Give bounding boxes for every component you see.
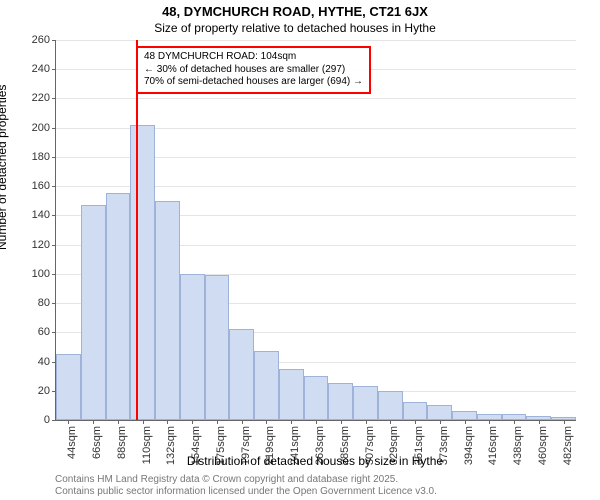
ytick-mark [52,303,56,304]
plot-area: 02040608010012014016018020022024026044sq… [55,40,576,421]
ytick-label: 80 [38,297,50,309]
ytick-mark [52,157,56,158]
marker-line [136,40,138,420]
xtick-mark [266,420,267,424]
histogram-bar [403,402,428,420]
xtick-mark [341,420,342,424]
ytick-mark [52,98,56,99]
xtick-mark [118,420,119,424]
xtick-mark [93,420,94,424]
histogram-bar [378,391,403,420]
ytick-label: 0 [44,414,50,426]
ytick-label: 220 [32,92,50,104]
histogram-bar [427,405,452,420]
histogram-bar [130,125,155,420]
chart-title: 48, DYMCHURCH ROAD, HYTHE, CT21 6JX [0,4,590,19]
xtick-mark [489,420,490,424]
histogram-bar [279,369,304,420]
histogram-bar [106,193,131,420]
ytick-label: 40 [38,356,50,368]
ytick-mark [52,274,56,275]
ytick-label: 140 [32,209,50,221]
ytick-label: 260 [32,34,50,46]
ytick-label: 200 [32,122,50,134]
annotation-line-3: 70% of semi-detached houses are larger (… [144,76,363,89]
ytick-label: 160 [32,180,50,192]
annotation-line-1: 48 DYMCHURCH ROAD: 104sqm [144,51,363,64]
xtick-mark [68,420,69,424]
histogram-bar [180,274,205,420]
xtick-mark [143,420,144,424]
xtick-mark [316,420,317,424]
property-size-chart: 48, DYMCHURCH ROAD, HYTHE, CT21 6JX Size… [0,0,600,500]
chart-subtitle: Size of property relative to detached ho… [0,21,590,35]
histogram-bar [205,275,230,420]
ytick-mark [52,69,56,70]
annotation-box: 48 DYMCHURCH ROAD: 104sqm ← 30% of detac… [136,46,371,94]
gridline [56,98,576,99]
histogram-bar [254,351,279,420]
xtick-mark [291,420,292,424]
annotation-line-2: ← 30% of detached houses are smaller (29… [144,64,363,77]
ytick-mark [52,245,56,246]
histogram-bar [304,376,329,420]
xtick-mark [514,420,515,424]
gridline [56,40,576,41]
ytick-mark [52,420,56,421]
xtick-mark [167,420,168,424]
histogram-bar [452,411,477,420]
xtick-mark [242,420,243,424]
ytick-mark [52,186,56,187]
y-axis-label-text: Number of detached properties [0,85,9,250]
x-axis-label: Distribution of detached houses by size … [55,454,575,468]
xtick-mark [440,420,441,424]
ytick-mark [52,332,56,333]
histogram-bar [155,201,180,420]
ytick-label: 240 [32,63,50,75]
xtick-mark [217,420,218,424]
histogram-bar [81,205,106,420]
histogram-bar [328,383,353,420]
ytick-label: 120 [32,239,50,251]
xtick-mark [465,420,466,424]
ytick-mark [52,215,56,216]
histogram-bar [56,354,81,420]
ytick-label: 60 [38,326,50,338]
chart-footer: Contains HM Land Registry data © Crown c… [55,474,437,498]
xtick-mark [390,420,391,424]
histogram-bar [353,386,378,420]
histogram-bar [229,329,254,420]
ytick-mark [52,128,56,129]
ytick-label: 180 [32,151,50,163]
footer-line-1: Contains HM Land Registry data © Crown c… [55,474,437,486]
ytick-mark [52,40,56,41]
xtick-mark [192,420,193,424]
xtick-mark [564,420,565,424]
xtick-mark [415,420,416,424]
y-axis-label: Number of detached properties [0,85,9,250]
ytick-label: 100 [32,268,50,280]
xtick-mark [366,420,367,424]
xtick-mark [539,420,540,424]
ytick-label: 20 [38,385,50,397]
footer-line-2: Contains public sector information licen… [55,486,437,498]
